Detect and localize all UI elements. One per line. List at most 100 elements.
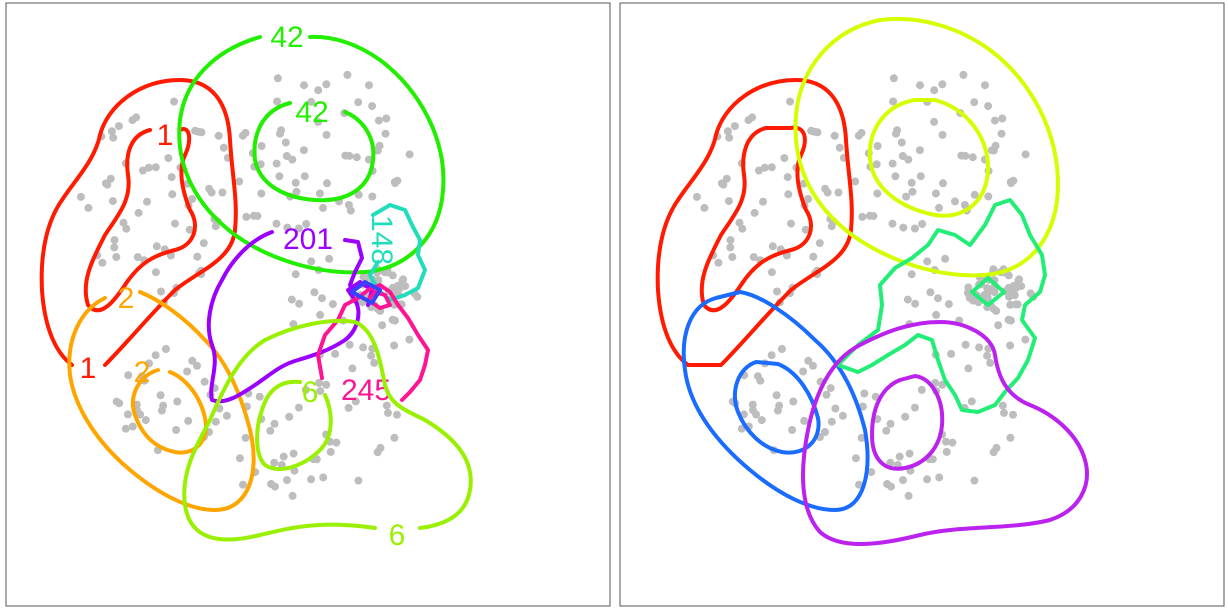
data-point (1011, 300, 1020, 309)
data-point (772, 391, 781, 400)
data-point (941, 254, 950, 263)
left-purple-label: 201 (283, 223, 333, 256)
data-point (780, 154, 789, 163)
data-point (295, 299, 304, 308)
data-point (299, 146, 308, 155)
data-point (359, 343, 368, 352)
data-point (787, 219, 795, 228)
data-point (314, 86, 323, 95)
data-point (188, 356, 197, 365)
data-point (326, 447, 335, 456)
data-point (325, 254, 334, 263)
data-point (112, 253, 121, 261)
data-point (343, 70, 352, 79)
left-lime-contour-inner (255, 379, 333, 471)
data-point (775, 401, 784, 410)
data-point (322, 130, 331, 139)
data-point (867, 468, 876, 477)
right-magenta-contour-inner (870, 374, 945, 471)
data-point (970, 190, 979, 199)
data-point (222, 411, 231, 420)
data-point (128, 422, 137, 431)
left-teal-label: 148 (365, 215, 398, 265)
data-point (318, 294, 326, 303)
data-point (390, 341, 399, 350)
data-point (857, 433, 866, 442)
data-point (143, 197, 151, 206)
data-point (930, 86, 939, 95)
data-point (931, 189, 940, 198)
data-point (932, 310, 941, 319)
data-point (381, 129, 390, 138)
data-point (822, 390, 831, 399)
data-point (76, 192, 85, 201)
data-point (128, 116, 137, 125)
data-point (907, 270, 916, 279)
data-point (214, 131, 223, 140)
data-point (910, 403, 919, 412)
data-point (316, 310, 325, 319)
data-point (344, 201, 353, 209)
data-point (986, 358, 995, 367)
right-blue-contour-outer (681, 290, 870, 512)
data-point (891, 172, 900, 181)
data-point (184, 416, 193, 425)
data-point (947, 349, 956, 358)
data-point (352, 153, 361, 162)
data-point (288, 491, 297, 500)
data-point (307, 257, 316, 266)
data-point (989, 265, 998, 274)
data-point (378, 321, 387, 330)
data-point (390, 433, 399, 442)
data-point (901, 412, 910, 421)
data-point (916, 81, 924, 90)
data-point (307, 97, 316, 106)
right-red-contour-inner (699, 125, 813, 313)
right-yellow-contour-inner (867, 98, 990, 218)
data-point (873, 189, 882, 198)
data-point (109, 133, 118, 142)
data-point (101, 179, 110, 188)
data-point (294, 224, 303, 233)
data-point (172, 426, 181, 434)
data-point (860, 389, 869, 398)
data-point (748, 400, 757, 409)
data-point (773, 287, 781, 296)
data-point (164, 154, 173, 163)
data-point (1000, 408, 1008, 417)
right-yellow-contour-outer (793, 17, 1060, 278)
data-point (156, 391, 165, 400)
data-point (873, 142, 882, 150)
data-point (319, 473, 328, 482)
data-point (886, 419, 895, 428)
data-point (241, 433, 250, 442)
data-point (911, 299, 920, 308)
data-point (1007, 316, 1015, 325)
data-point (857, 128, 866, 137)
data-point (882, 426, 891, 435)
right-panel-frame (619, 2, 1225, 607)
data-point (908, 187, 917, 196)
data-point (133, 253, 142, 262)
data-point (282, 152, 291, 160)
data-point (784, 190, 793, 199)
data-point (786, 97, 795, 106)
data-point (370, 358, 379, 367)
data-point (341, 151, 350, 160)
data-point (923, 257, 932, 266)
left-lime-contour-outer (182, 318, 473, 542)
data-point (332, 438, 341, 447)
right-green-contour-inner (970, 276, 1006, 307)
data-point (915, 146, 924, 155)
data-point (934, 294, 942, 303)
data-point (323, 179, 331, 188)
data-point (141, 416, 150, 425)
left-green-contour-inner (252, 101, 376, 203)
data-point (726, 236, 735, 245)
left-green-label-2: 42 (295, 96, 328, 129)
data-point (319, 203, 327, 212)
data-point (292, 187, 301, 196)
right-magenta-contour-outer (801, 320, 1089, 546)
data-point (783, 173, 792, 182)
data-point (907, 178, 916, 187)
